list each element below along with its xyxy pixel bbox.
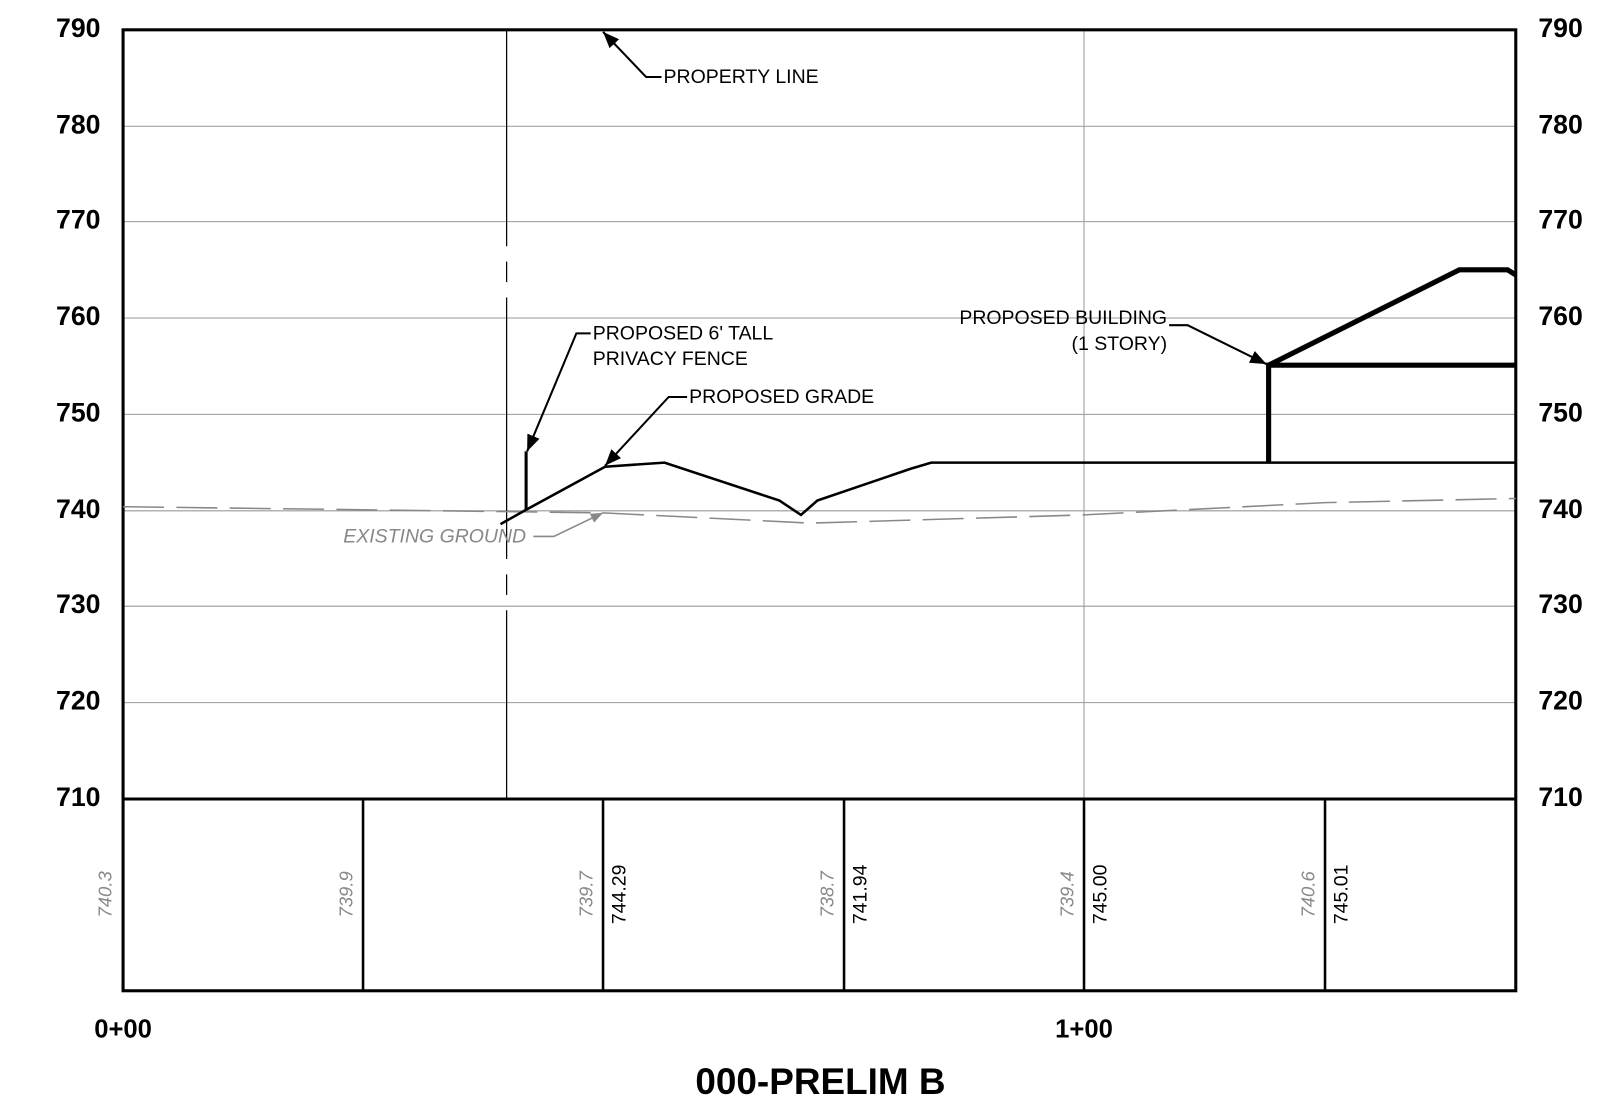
annotation: PRIVACY FENCE	[593, 348, 748, 370]
elevation: 741.94	[850, 864, 872, 924]
table-columns	[361, 798, 1327, 991]
tick-label: 740	[1538, 494, 1582, 524]
left-ticks: 790 780 770 760 750 740 730 720 710	[56, 13, 100, 812]
elevation: 744.29	[609, 865, 631, 925]
grid	[123, 29, 1516, 799]
annotation: PROPOSED 6' TALL	[593, 323, 774, 345]
tick-label: 730	[56, 589, 100, 619]
leaders	[526, 31, 1268, 538]
right-ticks: 790 780 770 760 750 740 730 720 710	[1538, 13, 1582, 812]
annotation: PROPERTY LINE	[664, 66, 819, 88]
tick-label: 730	[1538, 589, 1582, 619]
annotation: (1 STORY)	[1072, 333, 1168, 355]
annotation: EXISTING GROUND	[343, 526, 526, 548]
station-label: 0+00	[94, 1016, 152, 1044]
tick-label: 780	[1538, 109, 1582, 139]
tick-label: 720	[1538, 686, 1582, 716]
frame	[121, 28, 1518, 993]
tick-label: 760	[1538, 301, 1582, 331]
proposed-elevations: 744.29 741.94 745.00 745.01	[609, 864, 1353, 924]
tick-label: 750	[56, 397, 100, 427]
tick-label: 770	[56, 205, 100, 235]
elevation: 739.7	[576, 871, 597, 918]
existing-ground	[123, 497, 1516, 524]
tick-label: 790	[56, 13, 100, 43]
tick-label: 710	[1538, 782, 1582, 812]
tick-label: 750	[1538, 397, 1582, 427]
title: 000-PRELIM B	[695, 1061, 945, 1102]
tick-label: 740	[56, 494, 100, 524]
tick-label: 780	[56, 109, 100, 139]
elevation: 740.6	[1298, 871, 1319, 918]
elevation: 745.00	[1090, 864, 1112, 924]
elevation: 739.4	[1057, 871, 1078, 917]
elevation: 740.3	[95, 871, 116, 918]
roof	[1267, 267, 1518, 368]
elevation: 745.01	[1331, 865, 1353, 925]
tick-label: 760	[56, 301, 100, 331]
elevation: 738.7	[817, 871, 838, 918]
tick-label: 720	[56, 686, 100, 716]
tick-label: 770	[1538, 205, 1582, 235]
annotation: PROPOSED GRADE	[689, 386, 874, 408]
tick-label: 710	[56, 782, 100, 812]
station-label: 1+00	[1055, 1016, 1113, 1044]
proposed-grade	[499, 461, 1516, 526]
annotation: PROPOSED BUILDING	[959, 307, 1167, 329]
existing-elevations: 740.3 739.9 739.7 738.7 739.4 740.6	[95, 871, 1319, 918]
elevation: 739.9	[336, 871, 357, 917]
tick-label: 790	[1538, 13, 1582, 43]
